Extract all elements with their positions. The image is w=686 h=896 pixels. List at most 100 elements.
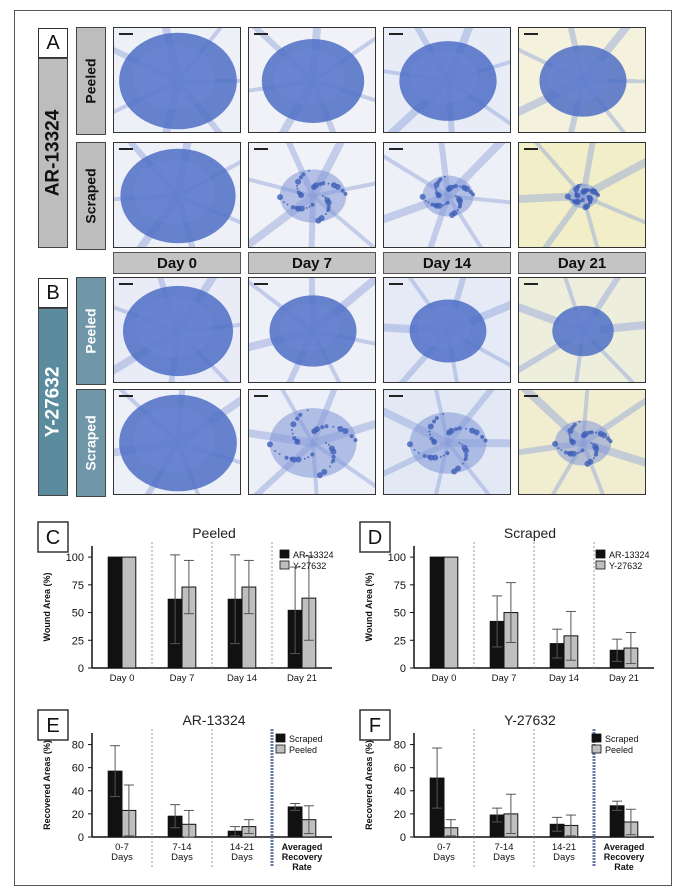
micrograph-y-27632-peeled-day-14 — [383, 277, 511, 383]
micrograph-ar-13324-scraped-day-7 — [248, 142, 376, 248]
day-label-21: Day 21 — [518, 252, 646, 274]
scale-bar — [389, 148, 403, 150]
panel-box-c — [37, 521, 69, 553]
y-tick-label-e: 20 — [72, 809, 84, 821]
condition-label-scraped-b: Scraped — [76, 389, 106, 497]
x-tick-label-d: Day 7 — [492, 673, 517, 684]
x-tick-label-e: Days — [231, 852, 253, 863]
panel-label-f: F — [369, 715, 381, 737]
legend-label-f: Scraped — [605, 734, 639, 744]
micrograph-y-27632-scraped-day-21 — [518, 389, 646, 495]
legend-label-c: Y-27632 — [293, 561, 326, 571]
y-tick-label-f: 0 — [400, 832, 406, 844]
x-tick-label-f: Rate — [614, 862, 634, 872]
y-tick-label-f: 60 — [394, 763, 406, 775]
scale-bar — [254, 148, 268, 150]
micrograph-ar-13324-scraped-day-0 — [113, 142, 241, 248]
y-tick-label-d: 75 — [394, 580, 406, 592]
scale-bar — [119, 33, 133, 35]
y-tick-label-d: 50 — [394, 608, 406, 620]
y-tick-label-e: 80 — [72, 740, 84, 752]
panel-box-d — [359, 521, 391, 553]
panel-box-e — [37, 709, 69, 741]
x-tick-label-c: Day 14 — [227, 673, 257, 684]
x-tick-label-f: 14-21 — [552, 842, 576, 853]
y-tick-label-e: 40 — [72, 786, 84, 798]
legend-swatch-d — [595, 549, 606, 559]
bar-d-y-27632 — [443, 556, 459, 669]
scale-bar — [524, 148, 538, 150]
x-tick-label-f: Days — [493, 852, 515, 863]
chart-title-e: AR-13324 — [182, 712, 245, 728]
x-tick-label-e: Recovery — [282, 852, 323, 862]
condition-label-scraped-a: Scraped — [76, 142, 106, 250]
x-tick-label-e: 0-7 — [115, 842, 129, 853]
y-tick-label-c: 75 — [72, 580, 84, 592]
scale-bar — [389, 395, 403, 397]
legend-swatch-f — [591, 733, 602, 743]
day-label-0: Day 0 — [113, 252, 241, 274]
legend-label-e: Scraped — [289, 734, 323, 744]
condition-label-peeled-b: Peeled — [76, 277, 106, 385]
day-label-7: Day 7 — [248, 252, 376, 274]
bar-e-scraped — [287, 806, 303, 838]
micrograph-ar-13324-peeled-day-14 — [383, 27, 511, 133]
x-tick-label-f: Recovery — [604, 852, 645, 862]
panel-box-f — [359, 709, 391, 741]
legend-swatch-e — [275, 744, 286, 754]
panel-label-d: D — [368, 527, 382, 549]
y-axis-label-d: Wound Area (%) — [364, 572, 374, 641]
y-tick-label-c: 50 — [72, 608, 84, 620]
drug-label-ar13324: AR-13324 — [38, 58, 68, 248]
x-tick-label-e: Days — [111, 852, 133, 863]
panel-label-b: B — [38, 278, 68, 308]
x-tick-label-f: Days — [433, 852, 455, 863]
legend-label-d: AR-13324 — [609, 550, 650, 560]
y-tick-label-e: 60 — [72, 763, 84, 775]
panel-label-c: C — [46, 527, 60, 549]
legend-label-c: AR-13324 — [293, 550, 334, 560]
panel-label-e: E — [46, 715, 59, 737]
scale-bar — [254, 395, 268, 397]
y-tick-label-d: 25 — [394, 635, 406, 647]
legend-swatch-c — [279, 549, 290, 559]
bar-c-ar-13324 — [107, 556, 123, 669]
scale-bar — [524, 33, 538, 35]
micrograph-y-27632-peeled-day-7 — [248, 277, 376, 383]
micrograph-ar-13324-peeled-day-7 — [248, 27, 376, 133]
legend-swatch-e — [275, 733, 286, 743]
micrograph-y-27632-peeled-day-21 — [518, 277, 646, 383]
scale-bar — [254, 33, 268, 35]
chart-title-f: Y-27632 — [504, 712, 556, 728]
y-tick-label-c: 25 — [72, 635, 84, 647]
micrograph-ar-13324-scraped-day-21 — [518, 142, 646, 248]
x-tick-label-f: Averaged — [604, 842, 645, 852]
scale-bar — [524, 283, 538, 285]
x-tick-label-f: 7-14 — [494, 842, 513, 853]
chart-title-c: Peeled — [192, 525, 236, 541]
y-tick-label-c: 0 — [78, 663, 84, 675]
scale-bar — [389, 283, 403, 285]
x-tick-label-f: 0-7 — [437, 842, 451, 853]
scale-bar — [524, 395, 538, 397]
micrograph-y-27632-scraped-day-0 — [113, 389, 241, 495]
legend-label-e: Peeled — [289, 745, 317, 755]
condition-label-peeled-a: Peeled — [76, 27, 106, 135]
scale-bar — [254, 283, 268, 285]
figure-frame — [14, 10, 672, 886]
drug-label-y27632: Y-27632 — [38, 308, 68, 496]
x-tick-label-d: Day 14 — [549, 673, 579, 684]
x-tick-label-e: Averaged — [282, 842, 323, 852]
x-tick-label-e: 7-14 — [172, 842, 191, 853]
x-tick-label-e: Rate — [292, 862, 312, 872]
x-tick-label-e: 14-21 — [230, 842, 254, 853]
scale-bar — [119, 148, 133, 150]
legend-swatch-c — [279, 560, 290, 570]
day-label-14: Day 14 — [383, 252, 511, 274]
y-tick-label-d: 100 — [388, 552, 406, 564]
y-tick-label-f: 40 — [394, 786, 406, 798]
y-axis-label-f: Recovered Areas (%) — [364, 740, 374, 830]
panel-label-a: A — [38, 28, 68, 58]
scale-bar — [119, 395, 133, 397]
